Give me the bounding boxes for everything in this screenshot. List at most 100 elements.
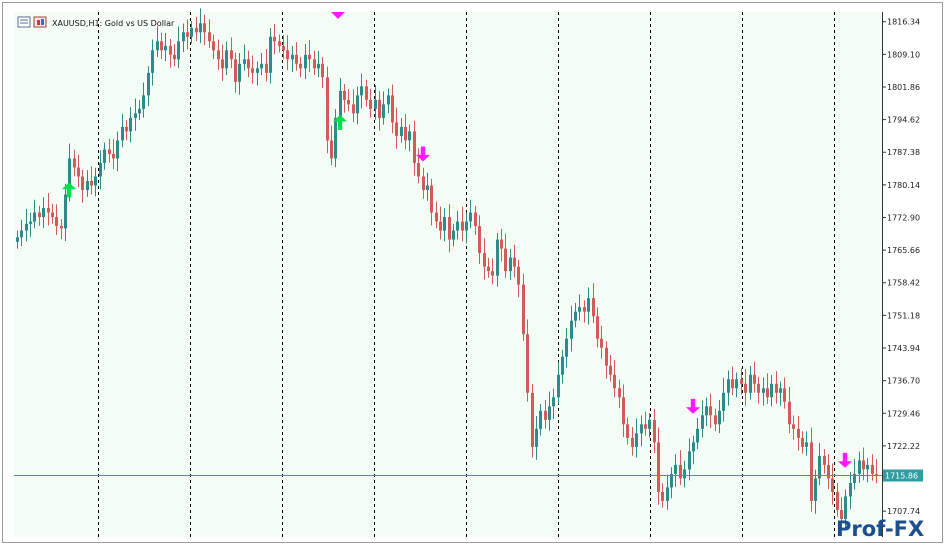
candle-body [51,212,54,218]
candle-body [443,217,446,231]
candle-body [504,248,507,272]
candle-body [775,383,778,393]
candle-body [256,68,259,73]
candle-body [400,126,403,136]
y-tick-label: 1794.62 [887,116,920,125]
signal-arrows [62,12,852,468]
candle-body [526,334,529,393]
y-tick-label: 1765.66 [887,246,920,255]
candle-body [413,131,416,163]
candle-body [365,86,368,100]
candle-body [539,410,542,429]
candle-body [688,451,691,470]
y-tick-label: 1751.18 [887,311,920,320]
candle-body [151,50,154,73]
candle-body [858,460,861,474]
candle-body [195,27,198,33]
candle-body [369,99,372,109]
candle-body [208,32,211,42]
candle-body [840,509,843,519]
candle-body [73,158,76,168]
y-tick-label: 1801.86 [887,83,920,92]
candles [14,8,882,530]
candle-body [234,59,237,82]
candle-body [203,23,206,33]
candle-body [326,77,329,141]
chart-window-icon-2-bar [37,20,40,25]
candle-body [68,158,71,195]
candle-body [90,180,93,186]
candle-body [483,253,486,267]
buy-signal-arrow [62,182,76,198]
candle-body [783,388,786,402]
candle-body [701,415,704,429]
y-tick-label: 1729.46 [887,409,920,418]
candle-body [744,383,747,393]
candle-body [452,230,455,240]
candle-body [221,59,224,69]
y-tick-label: 1758.42 [887,279,920,288]
candle-body [291,54,294,60]
candle-body [722,392,725,411]
candle-body [801,437,804,447]
chart-window-icon[interactable] [17,16,31,28]
candle-body [282,45,285,51]
plot-area [14,12,882,537]
candle-body [788,401,791,425]
candle-body [339,90,342,118]
candle-body [147,72,150,96]
candle-body [308,54,311,60]
candle-body [735,379,738,389]
candle-body [112,153,115,159]
candle-body [661,491,664,501]
candle-body [25,223,28,231]
candle-body [16,237,19,242]
y-tick-label: 1787.38 [887,148,920,157]
candle-body [862,460,865,470]
candle-body [99,162,102,177]
candle-body [435,212,438,222]
candle-body [666,487,669,501]
candle-body [129,117,132,132]
candle-body [243,59,246,64]
candle-body [382,104,385,118]
candle-body [596,316,599,339]
candle-body [779,388,782,393]
candle-body [343,90,346,100]
candle-body [487,266,490,272]
candle-body [177,41,180,60]
candle-body [387,95,390,105]
candle-body [561,356,564,375]
sell-signal-arrow [686,398,700,414]
candle-body [674,464,677,474]
candle-body [247,59,250,69]
candle-body [286,50,289,60]
candle-body [823,455,826,465]
candle-body [727,379,730,393]
candle-body [108,149,111,154]
candle-body [334,117,337,159]
candle-body [587,298,590,312]
candle-body [260,63,263,69]
candle-body [173,54,176,60]
candle-body [212,41,215,51]
candle-body [20,230,23,238]
candle-body [849,482,852,497]
y-tick-label: 1772.90 [887,213,920,222]
candle-body [653,419,656,443]
candle-body [692,442,695,452]
candle-body [81,176,84,191]
candle-body [225,50,228,69]
candle-body [448,217,451,240]
candle-body [535,428,538,447]
candle-body [749,374,752,393]
candle-body [134,113,137,118]
candle-body [613,374,616,389]
prof-fx-watermark: Prof-FX [836,517,924,541]
candle-body [709,406,712,416]
candle-body [570,320,573,339]
candle-body [757,383,760,393]
candle-body [64,194,67,229]
